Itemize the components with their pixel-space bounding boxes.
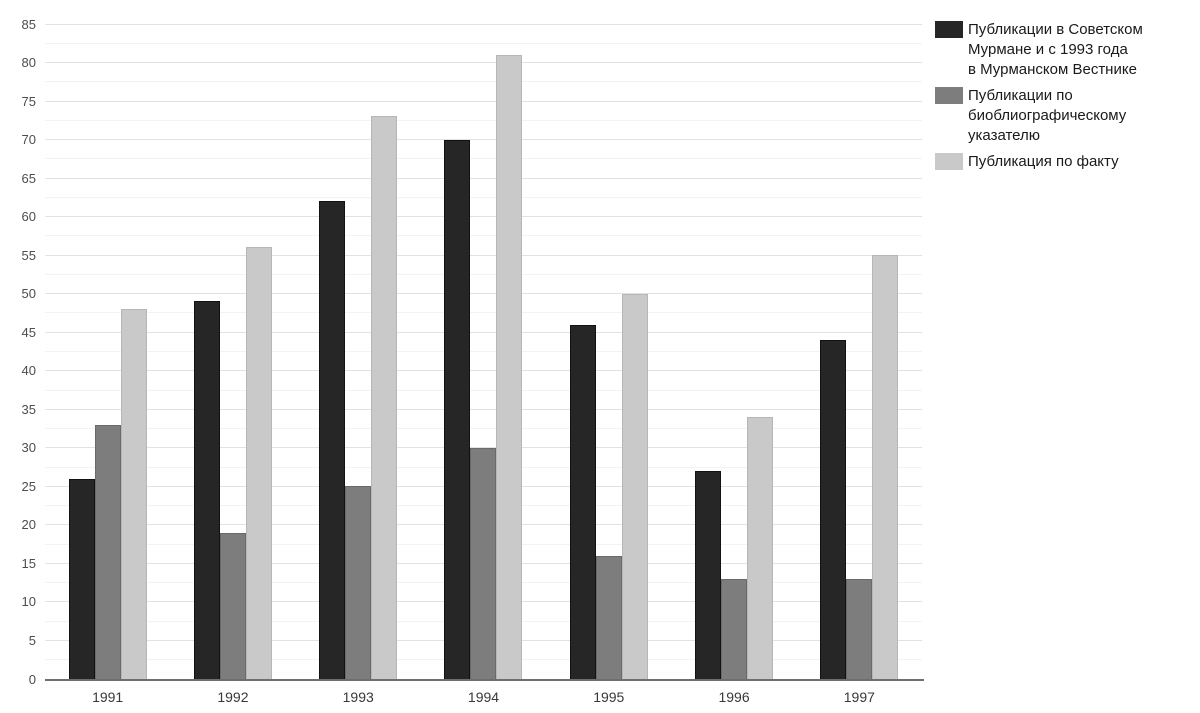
bar — [193, 301, 220, 679]
bar — [872, 255, 899, 679]
x-axis-tick-label: 1992 — [217, 689, 249, 705]
bar — [695, 470, 722, 679]
minor-gridline — [45, 42, 922, 44]
bar — [721, 578, 748, 679]
bar — [94, 424, 121, 679]
y-axis-tick-label: 55 — [21, 247, 36, 263]
bar-group-1995: 1995 — [546, 24, 671, 705]
legend-swatch — [935, 153, 963, 170]
y-axis-tick-label: 45 — [21, 324, 36, 340]
major-gridline — [45, 331, 922, 333]
bar — [470, 447, 497, 679]
plot-area: 1991 1992 1993 1994 1995 1996 1997 — [45, 23, 924, 705]
minor-gridline — [45, 81, 922, 83]
y-axis-tick-label: 40 — [21, 363, 36, 379]
bar — [846, 578, 873, 679]
bar — [444, 139, 471, 679]
x-axis-tick-label: 1993 — [342, 689, 374, 705]
y-axis-tick-label: 5 — [28, 632, 36, 648]
bar — [219, 532, 246, 679]
legend-item-2: Публикация по факту — [935, 152, 1197, 172]
major-gridline — [45, 23, 922, 25]
y-axis-tick-label: 75 — [21, 93, 36, 109]
y-axis-tick-label: 0 — [28, 671, 36, 687]
major-gridline — [45, 293, 922, 295]
bar — [621, 293, 648, 679]
bar — [595, 555, 622, 679]
bar — [345, 486, 372, 679]
x-axis-tick-label: 1997 — [843, 689, 875, 705]
bar-group-1993: 1993 — [296, 24, 421, 705]
y-axis-tick-label: 60 — [21, 209, 36, 225]
legend-swatch — [935, 21, 963, 38]
major-gridline — [45, 408, 922, 410]
minor-gridline — [45, 312, 922, 314]
bar-group-1991: 1991 — [45, 24, 170, 705]
bar — [319, 201, 346, 679]
major-gridline — [45, 370, 922, 372]
y-axis-tick-label: 15 — [21, 555, 36, 571]
y-axis-tick-label: 10 — [21, 594, 36, 610]
major-gridline — [45, 139, 922, 141]
minor-gridline — [45, 235, 922, 237]
y-axis-tick-label: 30 — [21, 440, 36, 456]
bar-group-1992: 1992 — [170, 24, 295, 705]
minor-gridline — [45, 119, 922, 121]
legend: Публикации в Советском Мурмане и с 1993 … — [935, 20, 1197, 172]
x-axis-line — [45, 679, 924, 681]
bar-group-1996: 1996 — [671, 24, 796, 705]
major-gridline — [45, 100, 922, 102]
bar-group-1997: 1997 — [797, 24, 922, 705]
x-axis-tick-label: 1995 — [593, 689, 625, 705]
bar — [371, 116, 398, 679]
bar — [820, 339, 847, 679]
minor-gridline — [45, 273, 922, 275]
y-axis-tick-label: 65 — [21, 170, 36, 186]
bar — [569, 324, 596, 679]
minor-gridline — [45, 351, 922, 352]
x-axis-tick-label: 1991 — [92, 689, 124, 705]
y-axis-tick-label: 85 — [21, 16, 36, 32]
major-gridline — [45, 254, 922, 256]
major-gridline — [45, 177, 922, 179]
legend-label: Публикации по биоблиографическому указат… — [968, 87, 1127, 144]
bar — [747, 417, 774, 679]
major-gridline — [45, 216, 922, 218]
bar — [496, 54, 523, 679]
legend-item-1: Публикации по биоблиографическому указат… — [935, 86, 1197, 146]
y-axis-tick-label: 20 — [21, 517, 36, 533]
major-gridline — [45, 62, 922, 64]
bar-groups: 1991 1992 1993 1994 1995 1996 1997 — [45, 24, 922, 705]
legend-label: Публикация по факту — [968, 153, 1119, 170]
legend-swatch — [935, 87, 963, 104]
bar — [245, 247, 272, 679]
legend-label: Публикации в Советском Мурмане и с 1993 … — [968, 21, 1143, 78]
bar-group-1994: 1994 — [421, 24, 546, 705]
y-axis-tick-label: 70 — [21, 132, 36, 148]
y-axis-tick-label: 35 — [21, 401, 36, 417]
minor-gridline — [45, 196, 922, 198]
minor-gridline — [45, 158, 922, 160]
y-axis-tick-label: 50 — [21, 286, 36, 302]
y-axis-tick-label: 80 — [21, 55, 36, 71]
minor-gridline — [45, 428, 922, 430]
bar — [68, 478, 95, 679]
x-axis-tick-label: 1994 — [467, 689, 500, 705]
x-axis-tick-label: 1996 — [718, 689, 750, 705]
minor-gridline — [45, 389, 922, 391]
y-axis-tick-label: 25 — [21, 478, 36, 494]
bar — [120, 309, 147, 679]
legend-item-0: Публикации в Советском Мурмане и с 1993 … — [935, 20, 1197, 80]
